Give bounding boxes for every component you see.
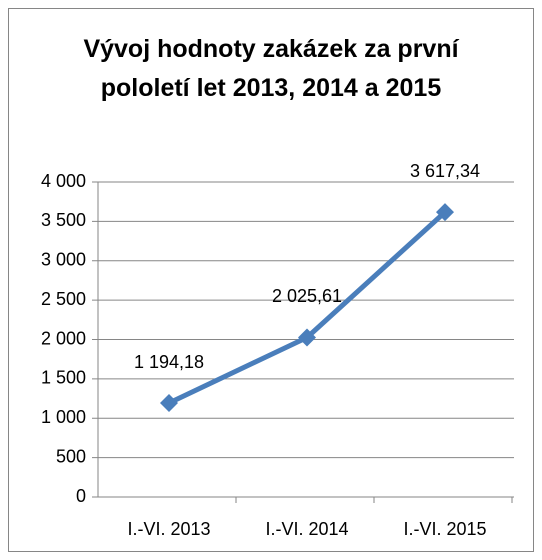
marker	[298, 328, 316, 347]
marker	[160, 393, 178, 412]
y-tick-label: 1 500	[41, 368, 86, 388]
x-tick-label: I.-VI. 2014	[265, 519, 348, 539]
y-tick-label: 3 000	[41, 250, 86, 270]
x-tick-label: I.-VI. 2015	[403, 519, 486, 539]
y-tick-label: 2 000	[41, 328, 86, 348]
data-label: 2 025,61	[271, 286, 343, 307]
y-tick-label: 2 500	[41, 289, 86, 309]
chart-title: Vývoj hodnoty zakázek za první pololetí …	[83, 35, 459, 102]
y-tick-label: 3 500	[41, 210, 86, 230]
chart-border	[8, 8, 534, 552]
y-tick-label: 0	[76, 486, 86, 506]
y-tick-label: 1 000	[41, 407, 86, 427]
x-tick-label: I.-VI. 2013	[127, 519, 210, 539]
y-tick-label: 4 000	[41, 171, 86, 191]
data-label: 3 617,34	[409, 161, 481, 182]
data-label: 1 194,18	[133, 351, 205, 372]
y-tick-label: 500	[56, 446, 86, 466]
marker	[436, 203, 454, 222]
